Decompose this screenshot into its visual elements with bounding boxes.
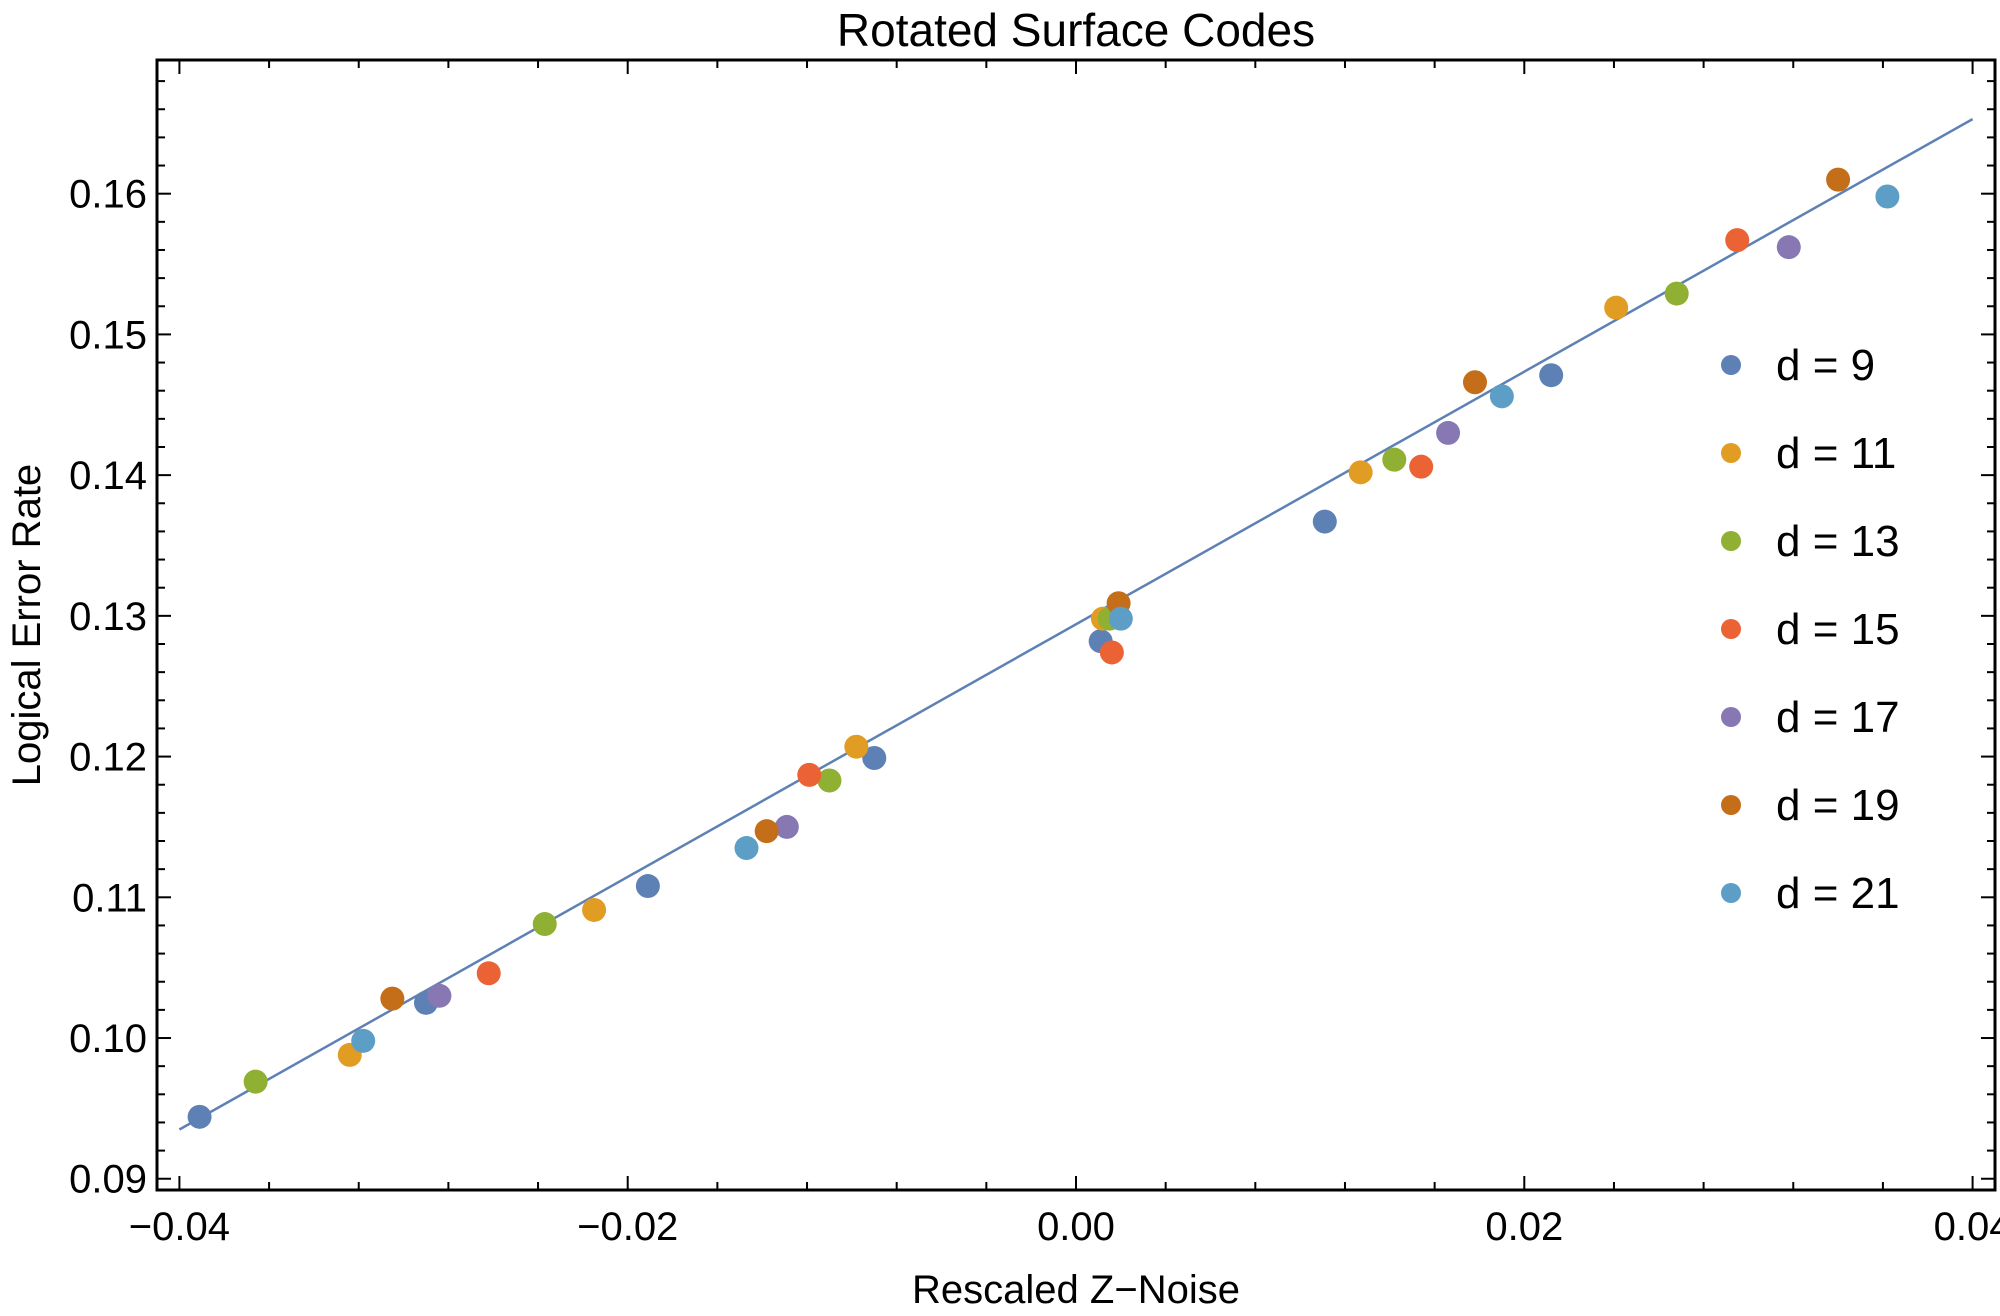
data-point: [532, 912, 557, 937]
legend-label: d = 11: [1776, 429, 1896, 478]
data-point: [1409, 454, 1434, 479]
series-d-11: [337, 295, 1629, 1067]
y-tick-label: 0.16: [69, 173, 147, 217]
data-point: [1875, 184, 1900, 209]
data-point: [427, 983, 452, 1008]
x-tick-label: −0.02: [577, 1205, 678, 1249]
data-point: [187, 1104, 212, 1129]
legend-label: d = 13: [1776, 517, 1900, 566]
x-tick-label: −0.04: [129, 1205, 230, 1249]
data-point: [1436, 420, 1461, 445]
data-point: [1776, 235, 1801, 260]
data-point: [1462, 370, 1487, 395]
x-tick-label: 0.02: [1485, 1205, 1563, 1249]
x-tick-label: 0.00: [1037, 1205, 1115, 1249]
legend-marker: [1721, 795, 1741, 815]
legend-marker: [1721, 883, 1741, 903]
x-axis-title: Rescaled Z−Noise: [912, 1268, 1240, 1312]
y-tick-label: 0.10: [69, 1017, 147, 1061]
data-point: [1108, 606, 1133, 631]
data-point: [476, 961, 501, 986]
data-point: [1382, 447, 1407, 472]
legend-marker: [1721, 355, 1741, 375]
y-tick-label: 0.14: [69, 454, 147, 498]
series-d-9: [187, 363, 1564, 1129]
y-tick-label: 0.12: [69, 736, 147, 780]
series-d-19: [380, 167, 1851, 1011]
legend-label: d = 19: [1776, 781, 1900, 830]
legend-label: d = 9: [1776, 341, 1875, 390]
series-d-15: [476, 228, 1750, 986]
data-point: [862, 745, 887, 770]
legend: d = 9 d = 11 d = 13 d = 15 d = 17 d = 19 d = 2…: [1721, 341, 1900, 918]
y-tick-label: 0.09: [69, 1158, 147, 1202]
data-point: [797, 762, 822, 787]
data-point: [1604, 295, 1629, 320]
data-point: [1348, 460, 1373, 485]
legend-label: d = 15: [1776, 605, 1900, 654]
data-point: [243, 1069, 268, 1094]
x-axis: −0.04 −0.02 0.00 0.02 0.04: [129, 60, 2000, 1249]
data-point: [635, 874, 660, 899]
data-point: [1312, 509, 1337, 534]
y-tick-label: 0.13: [69, 595, 147, 639]
x-tick-label: 0.04: [1934, 1205, 2000, 1249]
data-point: [774, 814, 799, 839]
data-point: [734, 836, 759, 861]
data-point: [1099, 640, 1124, 665]
legend-marker: [1721, 707, 1741, 727]
chart-title: Rotated Surface Codes: [837, 4, 1315, 56]
data-point: [582, 897, 607, 922]
data-point: [754, 819, 779, 844]
fit-line: [178, 118, 1974, 1131]
legend-marker: [1721, 443, 1741, 463]
y-tick-label: 0.15: [69, 313, 147, 357]
data-point: [1664, 281, 1689, 306]
data-point: [1539, 363, 1564, 388]
series-d-21: [351, 184, 1900, 1053]
data-point: [380, 986, 405, 1011]
y-axis: 0.09 0.10 0.11 0.12 0.13 0.14 0.15 0.16: [69, 80, 1995, 1202]
data-point: [1826, 167, 1851, 192]
data-point: [351, 1028, 376, 1053]
legend-label: d = 21: [1776, 869, 1900, 918]
data-point: [1725, 228, 1750, 253]
y-axis-title: Logical Error Rate: [5, 464, 49, 786]
legend-label: d = 17: [1776, 693, 1900, 742]
data-point: [817, 768, 842, 793]
legend-marker: [1721, 531, 1741, 551]
legend-marker: [1721, 619, 1741, 639]
series-d-17: [427, 235, 1801, 1008]
data-point: [844, 734, 869, 759]
data-point: [1489, 384, 1514, 409]
data-points: [187, 167, 1900, 1129]
y-tick-label: 0.11: [72, 876, 147, 920]
